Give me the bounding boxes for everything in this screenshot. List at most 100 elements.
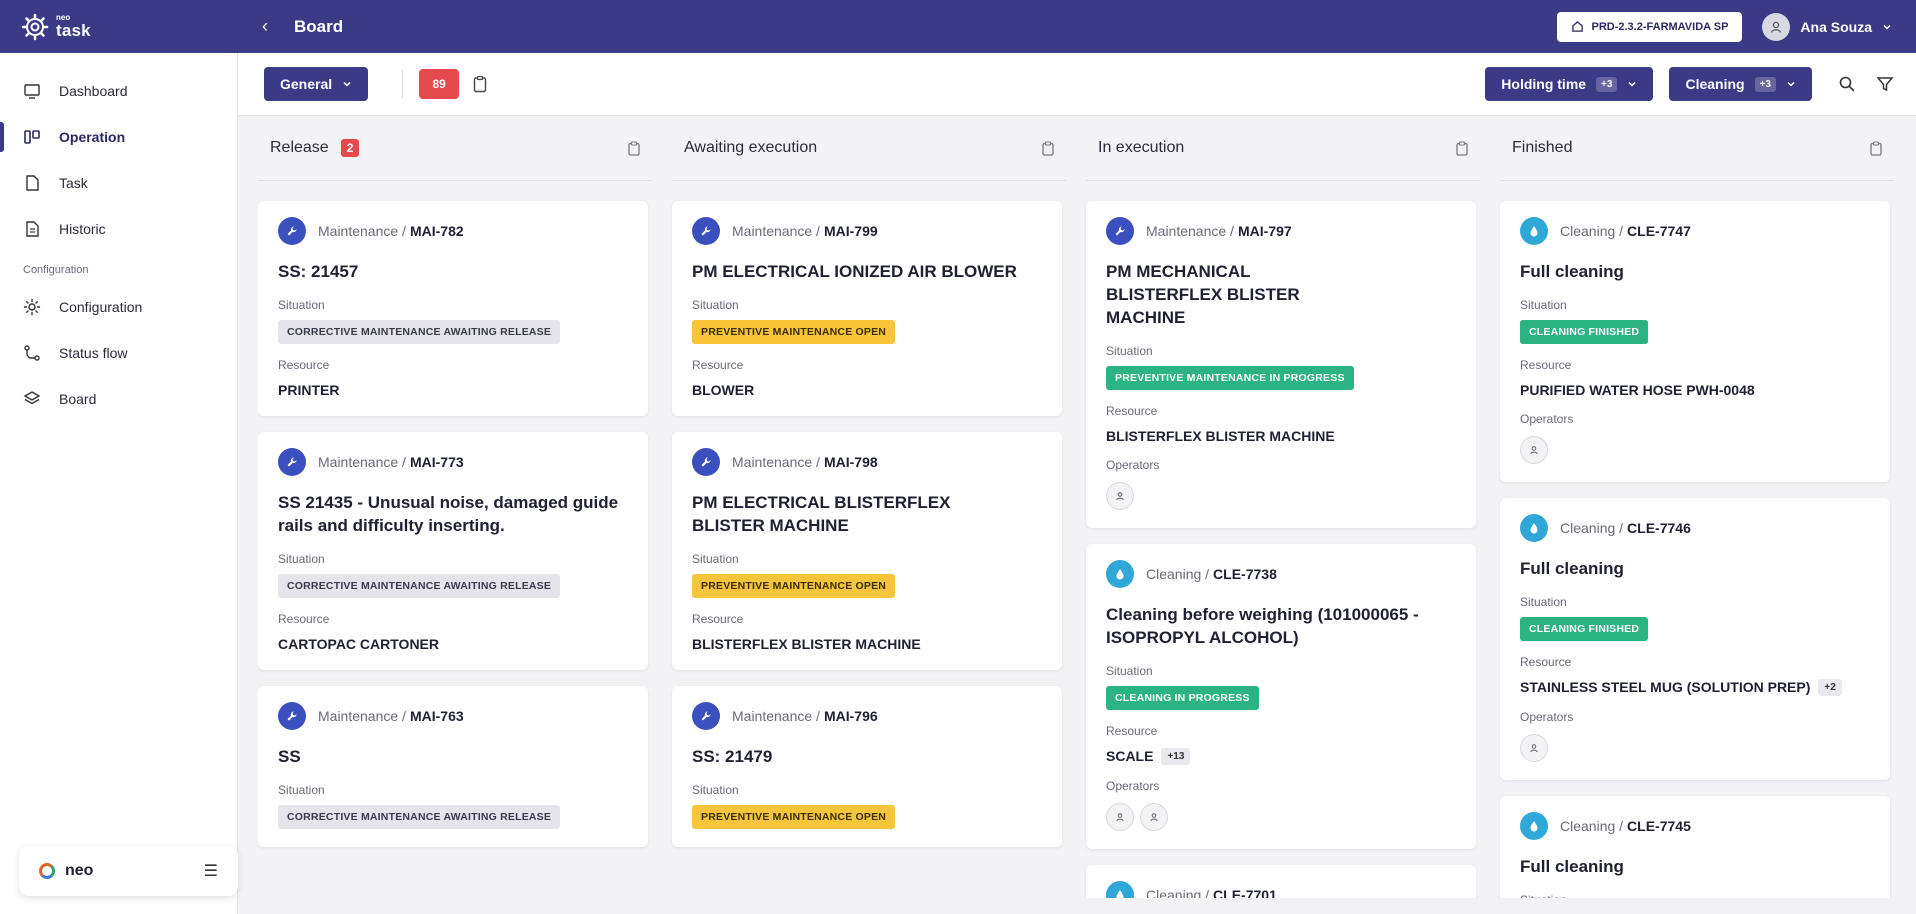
situation-label: Situation	[692, 551, 739, 566]
situation-label: Situation	[1520, 594, 1567, 609]
environment-button[interactable]: PRD-2.3.2-FARMAVIDA SP	[1556, 11, 1743, 42]
status-badge: CORRECTIVE MAINTENANCE AWAITING RELEASE	[278, 573, 561, 598]
clipboard-icon[interactable]	[1042, 140, 1054, 156]
operators-label: Operators	[1520, 411, 1574, 426]
status-badge: PREVENTIVE MAINTENANCE OPEN	[692, 804, 896, 829]
droplet-icon	[1520, 811, 1548, 840]
resource-label: Resource	[692, 611, 744, 626]
chevron-down-icon	[1628, 81, 1636, 87]
sidebar-item-board[interactable]: Board	[0, 376, 237, 422]
situation-label: Situation	[278, 551, 325, 566]
resource-value: SCALE	[1106, 748, 1154, 765]
card-type: Maintenance /	[1146, 223, 1234, 239]
task-card[interactable]: Cleaning / CLE-7746 Full cleaning Situat…	[1500, 497, 1890, 780]
brand-logo[interactable]: neo task	[0, 12, 238, 42]
task-card[interactable]: Cleaning / CLE-7701	[1086, 864, 1476, 898]
card-type: Maintenance /	[732, 223, 820, 239]
user-menu[interactable]: Ana Souza	[1762, 12, 1892, 41]
column-count-badge: 2	[340, 139, 360, 157]
task-card[interactable]: Maintenance / MAI-797 PM MECHANICAL BLIS…	[1086, 201, 1476, 528]
resource-value: CARTOPAC CARTONER	[278, 635, 440, 652]
operator-avatar[interactable]	[1520, 733, 1548, 762]
more-count-chip: +3	[1596, 76, 1618, 92]
card-title: SS	[278, 746, 301, 766]
top-header: neo task ‹ Board PRD-2.3.2-FARMAVIDA SP …	[0, 0, 1916, 53]
situation-label: Situation	[278, 782, 325, 797]
cleaning-filter[interactable]: Cleaning +3	[1669, 67, 1812, 101]
resource-label: Resource	[1520, 654, 1572, 669]
neo-label: neo	[65, 862, 94, 879]
card-type: Cleaning /	[1560, 519, 1624, 536]
sidebar-item-label: Status flow	[59, 345, 128, 361]
task-card[interactable]: Cleaning / CLE-7738 Cleaning before weig…	[1086, 543, 1476, 849]
task-card[interactable]: Maintenance / MAI-782 SS: 21457 Situatio…	[258, 201, 648, 416]
operator-avatar[interactable]	[1106, 802, 1134, 831]
resource-label: Resource	[1106, 723, 1158, 738]
task-card[interactable]: Maintenance / MAI-796 SS: 21479 Situatio…	[672, 685, 1062, 847]
sidebar-item-status-flow[interactable]: Status flow	[0, 330, 237, 376]
back-chevron-icon[interactable]: ‹	[262, 16, 268, 36]
filter-icon[interactable]	[1876, 75, 1894, 93]
sidebar-item-dashboard[interactable]: Dashboard	[0, 68, 237, 114]
resource-value: BLISTERFLEX BLISTER MACHINE	[692, 635, 921, 652]
sidebar-item-label: Board	[59, 391, 97, 407]
card-title: Full cleaning	[1520, 856, 1624, 876]
resource-more-chip[interactable]: +13	[1161, 747, 1191, 765]
clipboard-icon[interactable]	[1456, 140, 1468, 156]
card-code: CLE-7738	[1213, 565, 1277, 582]
column-header: Release 2	[258, 116, 652, 181]
status-badge: CLEANING FINISHED	[1520, 616, 1649, 641]
columns-icon	[23, 128, 41, 146]
environment-label: PRD-2.3.2-FARMAVIDA SP	[1591, 20, 1729, 33]
task-card[interactable]: Cleaning / CLE-7747 Full cleaning Situat…	[1500, 201, 1890, 482]
filter-label: Holding time	[1501, 76, 1587, 92]
view-dropdown[interactable]: General	[264, 67, 369, 101]
task-card[interactable]: Maintenance / MAI-799 PM ELECTRICAL IONI…	[672, 201, 1062, 416]
wrench-icon	[692, 701, 720, 730]
clipboard-icon[interactable]	[628, 140, 640, 156]
sidebar-item-task[interactable]: Task	[0, 160, 237, 206]
task-card[interactable]: Maintenance / MAI-763 SS Situation CORRE…	[258, 685, 648, 847]
status-badge: CLEANING IN PROGRESS	[1106, 685, 1259, 710]
droplet-icon	[1520, 513, 1548, 542]
task-card[interactable]: Cleaning / CLE-7745 Full cleaning Situat…	[1500, 795, 1890, 898]
situation-label: Situation	[1520, 893, 1870, 898]
droplet-icon	[1520, 217, 1548, 245]
situation-label: Situation	[1520, 297, 1567, 312]
gear-logo-icon	[21, 13, 49, 40]
card-code: MAI-796	[823, 707, 878, 724]
wrench-icon	[278, 447, 306, 476]
operator-avatar[interactable]	[1140, 802, 1168, 831]
card-type: Maintenance /	[318, 223, 406, 239]
sidebar-item-configuration[interactable]: Configuration	[0, 284, 237, 330]
holding-time-filter[interactable]: Holding time +3	[1485, 67, 1654, 101]
card-title: Full cleaning	[1520, 558, 1624, 578]
search-icon[interactable]	[1838, 75, 1856, 93]
sidebar-item-label: Task	[59, 175, 88, 191]
board-toolbar: General 89 Holding time +3 Cleaning +3	[238, 53, 1916, 116]
wrench-icon	[278, 217, 306, 245]
card-code: MAI-773	[409, 453, 464, 470]
total-count-badge: 89	[419, 69, 460, 99]
menu-icon[interactable]: ☰	[203, 863, 218, 880]
brand-name: task	[56, 21, 91, 40]
resource-value: BLISTERFLEX BLISTER MACHINE	[1106, 427, 1335, 444]
operator-avatar[interactable]	[1106, 481, 1134, 510]
document-icon	[23, 220, 41, 238]
sidebar-item-label: Dashboard	[59, 83, 128, 99]
sidebar: Dashboard Operation Task Historic Config…	[0, 53, 238, 914]
chevron-down-icon	[343, 81, 351, 87]
resource-more-chip[interactable]: +2	[1818, 678, 1842, 696]
sidebar-item-operation[interactable]: Operation	[0, 114, 237, 160]
clipboard-icon[interactable]	[1870, 140, 1882, 156]
neo-app-switcher[interactable]: neo ☰	[19, 846, 238, 896]
column-release: Release 2 Maintenance / MAI-782 SS: 2145…	[258, 116, 652, 898]
user-icon	[1530, 744, 1538, 753]
sidebar-item-historic[interactable]: Historic	[0, 206, 237, 252]
task-card[interactable]: Maintenance / MAI-798 PM ELECTRICAL BLIS…	[672, 431, 1062, 670]
clipboard-icon[interactable]	[473, 75, 487, 93]
card-type: Maintenance /	[318, 453, 406, 470]
operator-avatar[interactable]	[1520, 435, 1548, 464]
task-card[interactable]: Maintenance / MAI-773 SS 21435 - Unusual…	[258, 431, 648, 670]
resource-value: PURIFIED WATER HOSE PWH-0048	[1520, 381, 1755, 398]
